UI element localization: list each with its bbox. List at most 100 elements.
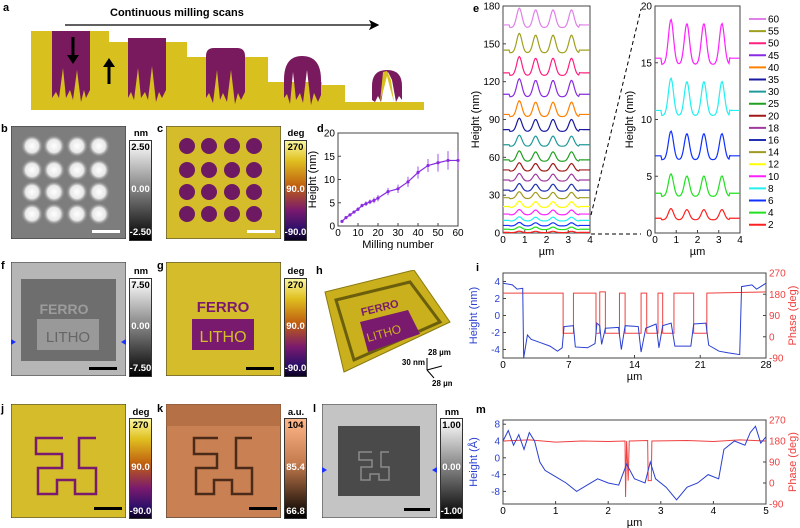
legend-label: 12: [768, 160, 780, 171]
y2-tick-label: 0: [769, 479, 775, 490]
colorbar-mid: 90.0: [286, 184, 305, 195]
ferro-text: FERRO: [40, 301, 89, 317]
x-tick-label: 3: [716, 235, 722, 246]
data-point: [436, 161, 440, 165]
y-axis-label: Height (nm): [468, 287, 480, 344]
legend-label: 35: [768, 75, 780, 86]
data-point: [396, 187, 400, 191]
domain-dot: [246, 206, 262, 222]
profile-45: [503, 77, 590, 98]
colorbar-max: 7.50: [131, 280, 150, 291]
domain-dot: [43, 181, 65, 203]
y-tick-label: 150: [483, 39, 500, 50]
colorbar-mid: 90.0: [131, 462, 150, 473]
colorbar-mid: 90.0: [286, 321, 305, 332]
domain-dot: [179, 138, 195, 154]
afm-topography-dots: [11, 126, 126, 239]
y-tick-label: 0: [329, 222, 335, 233]
3d-topography: FERRO LITHO 30 nm 28 µm 28 µm: [324, 270, 452, 388]
x-tick-label: 4: [711, 506, 717, 517]
legend-label: 45: [768, 51, 780, 62]
profile-4: [655, 173, 740, 197]
x-tick-label: 4: [737, 235, 743, 246]
colorbar-copper: [284, 418, 307, 519]
pfm-phase-ferrolitho: FERRO LITHO: [166, 262, 281, 376]
domain-dot: [21, 135, 43, 157]
colorbar-max: 1.00: [442, 420, 461, 431]
profile-25: [503, 150, 590, 162]
domain-dot: [66, 181, 88, 203]
profile-55: [503, 32, 590, 54]
profile-14: [503, 191, 590, 200]
height-line: [502, 282, 767, 359]
colorbar-max: 2.50: [131, 142, 150, 153]
plot-frame: [337, 132, 459, 227]
panel-label-l: l: [313, 403, 317, 415]
height-line: [502, 425, 767, 501]
y2-tick-label: 270: [769, 416, 786, 427]
y-tick-label: 8: [494, 420, 500, 431]
x-tick-label: 4: [587, 235, 593, 246]
afm-topography-ferrolitho: FERRO LITHO: [11, 262, 126, 376]
y-tick-label: 0: [494, 311, 500, 322]
data-point: [356, 207, 360, 211]
y-tick-label: -8: [491, 487, 500, 498]
x-tick-label: 1: [522, 235, 528, 246]
x-axis-label: Milling number: [362, 239, 434, 250]
domain-dot: [201, 206, 217, 222]
z-scale-label: 30 nm: [402, 358, 425, 367]
y-tick-label: 20: [324, 129, 336, 140]
y-tick-label: -2: [491, 328, 500, 339]
y-axis-label: Height (nm): [307, 151, 319, 208]
colorbar-phase: [284, 278, 307, 377]
data-point: [416, 170, 420, 175]
y-axis-label: Height (Å): [467, 437, 480, 487]
data-point: [426, 163, 430, 168]
scale-bar: [92, 230, 120, 233]
y-tick-label: 90: [489, 115, 501, 126]
x-tick-label: 14: [629, 360, 641, 371]
colorbar-unit: nm: [444, 407, 460, 418]
legend-label: 40: [768, 63, 780, 74]
y2-tick-label: 270: [769, 269, 786, 280]
colorbar-phase: [284, 140, 307, 241]
milling-schematic: [31, 19, 424, 110]
y-tick-label: 0: [646, 229, 652, 240]
legend-label: 55: [768, 27, 780, 38]
colorbar-unit: deg: [132, 407, 150, 418]
colorbar-min: -90.0: [129, 506, 152, 517]
colorbar-mid: 0.00: [131, 321, 150, 332]
profile-30: [503, 134, 590, 147]
y-tick-label: 15: [324, 152, 336, 163]
profile-60: [503, 7, 590, 29]
domain-dot: [201, 184, 217, 200]
data-point: [352, 210, 356, 214]
chart-height-phase-profile-m: 0 1 2 3 4 5 -8 -4 0 4 8 µm Height (Å) -90 0 90 180 270Pha…: [467, 416, 799, 528]
y-tick-label: 0: [494, 229, 500, 240]
x-tick-label: 3: [565, 235, 571, 246]
domain-dot: [88, 203, 110, 225]
scale-bar: [249, 507, 277, 510]
x-tick-label: 60: [452, 228, 464, 239]
legend-label: 14: [768, 148, 780, 159]
x-tick-label: 3: [658, 506, 664, 517]
domain-dot: [246, 162, 262, 178]
profile-10: [655, 18, 740, 66]
panel-label-e: e: [473, 3, 480, 15]
domains: [52, 31, 402, 105]
scale-bar: [89, 367, 117, 370]
y-tick-label: 30: [489, 191, 501, 202]
y2-axis-label: Phase (deg): [787, 286, 799, 346]
legend-label: 6: [768, 196, 774, 207]
profile-6: [654, 130, 740, 161]
x-tick-label: 0: [500, 360, 506, 371]
phase-line: [502, 439, 767, 498]
ferro-text: FERRO: [197, 299, 250, 316]
domain-dot: [88, 159, 110, 181]
x-tick-label: 7: [566, 360, 572, 371]
legend-label: 20: [768, 111, 780, 122]
x-tick-label: 2: [544, 235, 550, 246]
domain-dot: [224, 206, 240, 222]
y-axis-label: Height (nm): [624, 91, 636, 148]
panel-label-b: b: [1, 123, 8, 135]
